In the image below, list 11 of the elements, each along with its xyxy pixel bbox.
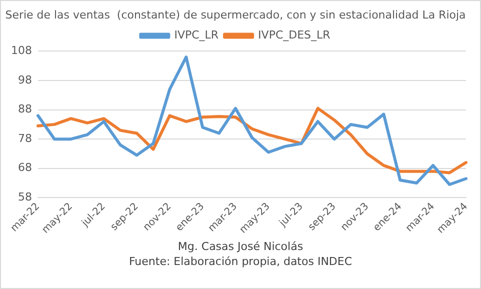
legend-label: IVPC_DES_LR [258,28,331,42]
legend-label: IVPC_LR [174,28,219,42]
y-tick-label: 88 [18,102,32,116]
y-tick-label: 98 [18,73,32,86]
y-tick-label: 78 [18,132,32,145]
y-tick-label: 108 [10,44,32,58]
chart-title: Serie de las ventas (constante) de supermercado, con y sin estacionalidad La Rioja [5,8,466,22]
text: Mg. Casas José Nicolás [176,239,304,254]
source-note: Fuente: Elaboración propia, datos INDEC [128,254,354,269]
y-tick-label: 58 [18,190,32,204]
y-tick-label: 68 [18,161,32,174]
